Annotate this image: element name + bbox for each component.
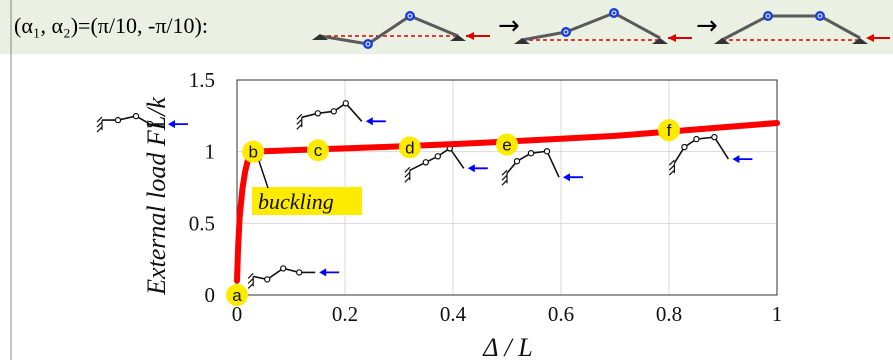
y-tick-label: 0.5 xyxy=(189,211,215,235)
y-tick-label: 1 xyxy=(205,140,216,164)
inset-force-arrowhead xyxy=(365,117,373,126)
mechanism-inset xyxy=(96,112,188,133)
inset-ground xyxy=(296,113,303,130)
inset-force-arrowhead xyxy=(563,173,570,182)
x-tick-label: 0.4 xyxy=(440,302,467,326)
inset-joint xyxy=(295,269,303,276)
state-point-label: d xyxy=(405,138,414,157)
inset-joint xyxy=(263,276,271,283)
buckling-arrow-line xyxy=(257,157,269,189)
state-point-label: c xyxy=(314,141,323,160)
y-tick-label: 0 xyxy=(205,283,216,307)
state-point-f xyxy=(658,119,680,142)
inset-ground xyxy=(668,159,676,176)
inset-ground xyxy=(247,272,254,289)
inset-joint xyxy=(693,135,700,143)
inset-linkage xyxy=(673,136,730,164)
inset-joint xyxy=(543,147,551,155)
inset-joint xyxy=(314,110,321,117)
state-point-e xyxy=(496,133,518,156)
inset-joint xyxy=(330,108,337,115)
inset-ground xyxy=(404,166,411,183)
x-tick-label: 0.2 xyxy=(332,302,358,326)
inset-joint xyxy=(279,265,287,272)
y-tick-label: 1.5 xyxy=(189,68,215,92)
y-axis-label: External load FL/k xyxy=(142,97,171,296)
inset-joint xyxy=(146,120,154,128)
inset-force-arrowhead xyxy=(168,120,175,129)
inset-joint xyxy=(422,159,429,166)
x-tick-label: 0.8 xyxy=(656,302,682,326)
x-tick-label: 0 xyxy=(232,302,243,326)
inset-joint xyxy=(342,100,349,107)
mechanism-inset xyxy=(668,133,753,176)
inset-force-arrowhead xyxy=(467,164,475,173)
inset-joint xyxy=(513,157,521,165)
inset-force-arrowhead xyxy=(732,155,740,164)
plot-frame xyxy=(236,79,778,296)
state-point-label: f xyxy=(667,121,672,140)
x-tick-label: 1 xyxy=(772,302,783,326)
state-point-a xyxy=(226,284,248,306)
mechanism-inset xyxy=(404,145,488,183)
inset-joint xyxy=(711,133,718,141)
x-axis-label: Δ / L xyxy=(482,333,532,360)
y-axis-ticks: 0 0.5 1 1.5 xyxy=(189,68,215,307)
x-tick-label: 0.6 xyxy=(548,302,574,326)
inset-joint xyxy=(434,153,441,160)
mechanism-inset xyxy=(501,147,583,186)
inset-joint xyxy=(132,112,140,120)
arrow-right-icon: → xyxy=(696,11,718,41)
inset-ground xyxy=(96,116,103,133)
state-point-c xyxy=(307,139,329,162)
state-points: a b c d e f xyxy=(226,119,680,306)
state-point-label: e xyxy=(502,136,511,155)
state-point-label: b xyxy=(248,143,257,162)
state-point-d xyxy=(398,136,421,159)
state-point-label: a xyxy=(232,286,242,305)
mechanism-inset xyxy=(247,265,340,289)
state-point-b xyxy=(242,140,265,163)
inset-joint xyxy=(114,116,122,124)
insets xyxy=(96,100,753,289)
inset-joint xyxy=(527,149,535,157)
mechanism-diagram-1 xyxy=(312,11,490,49)
x-axis-ticks: 0 0.2 0.4 0.6 0.8 1 xyxy=(232,302,783,326)
inset-ground xyxy=(501,169,508,186)
mechanism-diagram-3 xyxy=(714,11,890,44)
inset-joint xyxy=(681,143,688,151)
buckling-label: buckling xyxy=(258,189,334,214)
mechanism-inset xyxy=(296,100,386,130)
plot-area: 0 0.2 0.4 0.6 0.8 1 0 0.5 1 1.5 buckling a b c d e f xyxy=(96,68,783,326)
buckling-label-bg xyxy=(252,187,362,215)
arrow-right-icon: → xyxy=(498,11,520,41)
buckling-annotation: buckling xyxy=(252,152,362,215)
inset-force-arrowhead xyxy=(319,268,327,277)
mechanism-diagram-2 xyxy=(514,8,692,44)
header-condition: (α₁, α₂)=(π/10, -π/10): xyxy=(14,13,208,38)
